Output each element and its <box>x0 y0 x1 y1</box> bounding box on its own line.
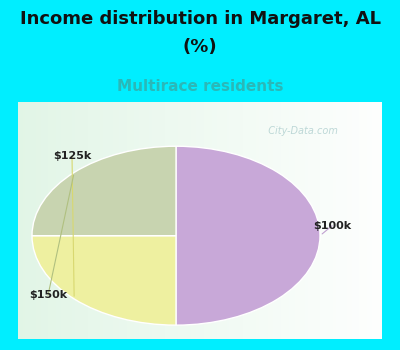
Text: Income distribution in Margaret, AL: Income distribution in Margaret, AL <box>20 10 380 28</box>
Text: $100k: $100k <box>313 221 351 231</box>
Bar <box>382 102 400 350</box>
Wedge shape <box>32 146 176 236</box>
Text: City-Data.com: City-Data.com <box>262 126 338 136</box>
Text: $150k: $150k <box>29 290 67 300</box>
Text: $125k: $125k <box>53 151 91 161</box>
Text: (%): (%) <box>183 38 217 56</box>
Text: Multirace residents: Multirace residents <box>117 79 283 93</box>
Bar <box>0 339 400 350</box>
Bar <box>0 102 18 350</box>
Wedge shape <box>32 236 176 325</box>
Wedge shape <box>176 146 320 325</box>
